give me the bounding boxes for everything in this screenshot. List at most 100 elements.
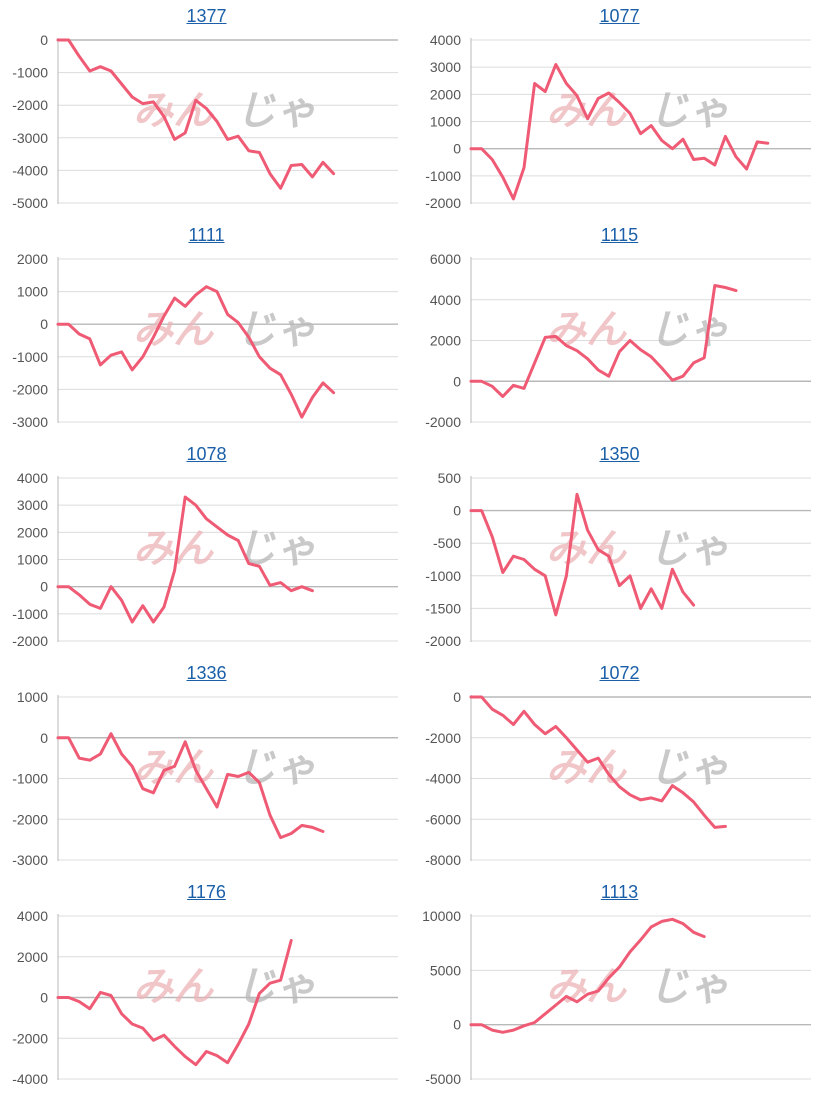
watermark-logo: みん じゃ xyxy=(546,965,729,1009)
series-line xyxy=(469,917,706,1034)
watermark-text-right: じゃ xyxy=(649,527,729,571)
y-tick-label: -2000 xyxy=(425,730,461,746)
y-tick-label: -2000 xyxy=(12,811,48,827)
y-tick-label: -2000 xyxy=(12,633,48,649)
y-tick-label: -1000 xyxy=(12,771,48,787)
y-tick-label: 5000 xyxy=(430,962,461,978)
y-tick-label: -4000 xyxy=(12,162,48,178)
series-line xyxy=(56,939,293,1067)
y-tick-label: -2000 xyxy=(425,633,461,649)
y-tick-label: -3000 xyxy=(12,130,48,146)
y-tick-label: 0 xyxy=(40,32,48,48)
y-tick-label: 1000 xyxy=(17,552,48,568)
chart-title-link[interactable]: 1078 xyxy=(186,444,227,464)
line-chart: 0 -1000 -2000 -3000 -4000 -5000 みん じゃ xyxy=(12,32,398,211)
y-tick-label: 2000 xyxy=(430,333,461,349)
y-tick-label: -1000 xyxy=(425,168,461,184)
y-tick-label: 0 xyxy=(40,316,48,332)
chart-title-link[interactable]: 1115 xyxy=(600,225,639,245)
watermark-logo: みん じゃ xyxy=(546,527,729,571)
y-tick-label: 1000 xyxy=(17,689,48,705)
y-tick-label: 4000 xyxy=(430,32,461,48)
watermark-text-left: みん xyxy=(133,965,215,1009)
y-tick-label: 0 xyxy=(453,689,461,705)
line-chart: 4000 2000 0 -2000 -4000 みん じゃ xyxy=(12,908,398,1087)
series-line xyxy=(56,732,325,840)
y-tick-label: 0 xyxy=(40,990,48,1006)
y-tick-label: 3000 xyxy=(17,497,48,513)
chart-title-link[interactable]: 1072 xyxy=(599,663,640,683)
chart-panel: 1000 0 -1000 -2000 -3000 みん じゃ 1336 xyxy=(0,657,413,876)
watermark-logo: みん じゃ xyxy=(546,746,729,790)
y-tick-label: 2000 xyxy=(17,524,48,540)
chart-panel: 500 0 -500 -1000 -1500 -2000 みん じゃ 1350 xyxy=(413,438,826,657)
y-tick-label: 0 xyxy=(453,503,461,519)
y-tick-label: -2000 xyxy=(425,414,461,430)
y-tick-label: 0 xyxy=(453,141,461,157)
y-tick-label: 10000 xyxy=(422,908,461,924)
watermark-text-left: みん xyxy=(546,308,628,352)
series-line xyxy=(469,695,727,829)
y-tick-label: -2000 xyxy=(12,1030,48,1046)
watermark-text-right: じゃ xyxy=(236,746,316,790)
chart-title-link[interactable]: 1077 xyxy=(599,6,640,26)
series-line xyxy=(469,63,770,201)
watermark-text-right: じゃ xyxy=(649,746,729,790)
watermark-text-left: みん xyxy=(133,308,215,352)
series-line xyxy=(469,492,696,617)
chart-title-link[interactable]: 1113 xyxy=(600,882,639,902)
chart-title-link[interactable]: 1336 xyxy=(186,663,227,683)
y-tick-label: -1500 xyxy=(425,600,461,616)
y-tick-label: 4000 xyxy=(17,908,48,924)
watermark-logo: みん じゃ xyxy=(133,89,316,133)
watermark-text-left: みん xyxy=(546,89,628,133)
watermark-logo: みん じゃ xyxy=(546,308,729,352)
watermark-logo: みん じゃ xyxy=(133,965,316,1009)
y-tick-label: -5000 xyxy=(12,195,48,211)
y-tick-label: -3000 xyxy=(12,414,48,430)
y-tick-label: -2000 xyxy=(12,97,48,113)
y-tick-label: -6000 xyxy=(425,811,461,827)
y-tick-label: -4000 xyxy=(425,771,461,787)
watermark-text-right: じゃ xyxy=(649,89,729,133)
chart-panel: 0 -1000 -2000 -3000 -4000 -5000 みん じゃ 1377 xyxy=(0,0,413,219)
y-tick-label: 0 xyxy=(453,373,461,389)
y-tick-label: -1000 xyxy=(12,606,48,622)
y-tick-label: 0 xyxy=(40,579,48,595)
watermark-text-left: みん xyxy=(546,527,628,571)
watermark-text-left: みん xyxy=(133,89,215,133)
y-tick-label: -1000 xyxy=(12,349,48,365)
watermark-text-right: じゃ xyxy=(649,308,729,352)
watermark-text-right: じゃ xyxy=(236,308,316,352)
y-tick-label: 4000 xyxy=(17,470,48,486)
chart-title-link[interactable]: 1350 xyxy=(599,444,640,464)
y-tick-label: 6000 xyxy=(430,251,461,267)
y-tick-label: 0 xyxy=(40,730,48,746)
y-tick-label: 1000 xyxy=(430,114,461,130)
watermark-text-right: じゃ xyxy=(236,89,316,133)
y-tick-label: 2000 xyxy=(430,86,461,102)
chart-panel: 10000 5000 0 -5000 みん じゃ 1113 xyxy=(413,876,826,1095)
line-chart: 10000 5000 0 -5000 みん じゃ xyxy=(422,908,811,1087)
line-chart: 0 -2000 -4000 -6000 -8000 みん じゃ xyxy=(425,689,811,868)
line-chart: 500 0 -500 -1000 -1500 -2000 みん じゃ xyxy=(425,470,811,649)
chart-panel: 4000 3000 2000 1000 0 -1000 -2000 みん じゃ 1077 xyxy=(413,0,826,219)
watermark-logo: みん じゃ xyxy=(133,308,316,352)
chart-title-link[interactable]: 1176 xyxy=(187,882,226,902)
chart-panel: 4000 2000 0 -2000 -4000 みん じゃ 1176 xyxy=(0,876,413,1095)
watermark-text-left: みん xyxy=(133,527,215,571)
chart-title-link[interactable]: 1377 xyxy=(186,6,227,26)
chart-panel: 2000 1000 0 -1000 -2000 -3000 みん じゃ 1111 xyxy=(0,219,413,438)
chart-title-link[interactable]: 1111 xyxy=(188,225,225,245)
chart-panel: 4000 3000 2000 1000 0 -1000 -2000 みん じゃ 1078 xyxy=(0,438,413,657)
y-tick-label: 4000 xyxy=(430,292,461,308)
y-tick-label: -4000 xyxy=(12,1071,48,1087)
y-tick-label: 0 xyxy=(453,1017,461,1033)
y-tick-label: 1000 xyxy=(17,284,48,300)
y-tick-label: -1000 xyxy=(12,65,48,81)
y-tick-label: 500 xyxy=(438,470,462,486)
y-tick-label: -2000 xyxy=(12,381,48,397)
